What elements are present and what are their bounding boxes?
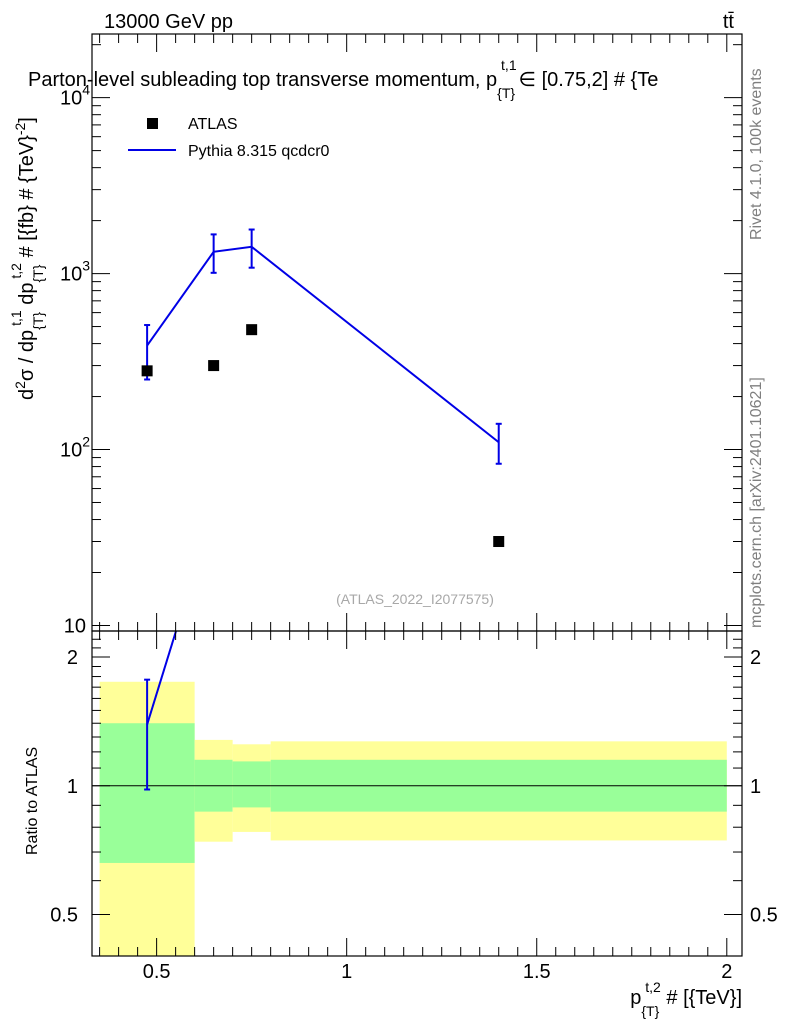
x-axis-label: p{T}t,2 # [{TeV}] (630, 979, 742, 1019)
title-sub: {T} (497, 85, 515, 101)
analysis-watermark: (ATLAS_2022_I2077575) (336, 591, 494, 607)
atlas-data-point (208, 360, 220, 372)
ratio-y-axis-label: Ratio to ATLAS (24, 747, 41, 855)
atlas-data-point (493, 536, 505, 548)
x-tick-label: 0.5 (143, 961, 171, 983)
ratio-y-tick-label-right: 2 (750, 647, 761, 669)
ratio-band-green-2 (232, 761, 271, 808)
ratio-y-tick-label-right: 0.5 (750, 905, 778, 927)
atlas-data-point (141, 365, 153, 377)
ratio-y-tick-label-left: 2 (67, 647, 78, 669)
ratio-y-tick-label-left: 0.5 (50, 905, 78, 927)
title-sup: t,1 (501, 57, 517, 73)
ratio-mc-line (146, 631, 178, 725)
main-y-tick-label: 103 (60, 258, 90, 286)
process-label: tt̄ (723, 11, 735, 33)
main-panel: 10 102 103 104 (60, 34, 742, 637)
legend-mc-label: Pythia 8.315 qcdcr0 (188, 143, 330, 160)
ratio-y-tick-label-right: 1 (750, 776, 761, 798)
rivet-label: Rivet 4.1.0, 100k events (748, 68, 765, 240)
main-y-axis-label: d2σ / dp{T}t,1 dp{T}t,2 # [{fb} # {TeV}-… (8, 117, 46, 400)
mcplots-label: mcplots.cern.ch [arXiv:2401.10621] (748, 377, 765, 628)
x-tick-label: 1 (341, 961, 352, 983)
ratio-frame (91, 630, 743, 957)
main-y-tick-label: 104 (60, 82, 90, 110)
main-y-tick-label: 102 (60, 434, 90, 462)
atlas-data-point (246, 324, 258, 336)
legend-atlas-marker (147, 118, 158, 129)
x-tick-label: 1.5 (523, 961, 551, 983)
title-tail: ∈ [0.75,2] # {Te (519, 69, 659, 91)
ratio-panel: 0.5 1 1.5 2 0.5 0.5 1 1 2 2 (50, 630, 778, 983)
main-y-tick-label: 10 (64, 615, 86, 637)
legend-atlas-label: ATLAS (188, 116, 238, 133)
title-main: Parton-level subleading top transverse m… (28, 69, 497, 91)
plot-title: Parton-level subleading top transverse m… (28, 57, 658, 101)
energy-label: 13000 GeV pp (104, 11, 233, 33)
mc-line (146, 245, 500, 444)
x-tick-label: 2 (721, 961, 732, 983)
ratio-content (92, 631, 742, 956)
ratio-y-tick-label-left: 1 (67, 776, 78, 798)
